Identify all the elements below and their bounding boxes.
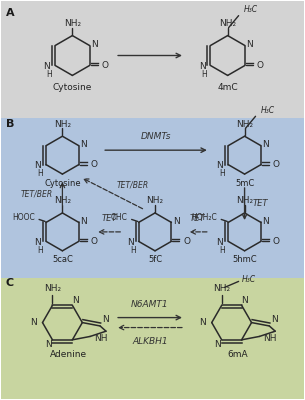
Text: ALKBH1: ALKBH1 bbox=[132, 336, 168, 346]
Bar bbox=[1, 118, 304, 278]
Text: HOOC: HOOC bbox=[12, 213, 35, 222]
Text: TET/BER: TET/BER bbox=[20, 190, 52, 198]
Text: TET: TET bbox=[102, 214, 117, 223]
Text: 5caC: 5caC bbox=[52, 255, 73, 264]
Text: TET: TET bbox=[253, 200, 268, 208]
Text: H: H bbox=[202, 70, 207, 79]
Text: Adenine: Adenine bbox=[50, 350, 87, 359]
Bar bbox=[1, 278, 304, 399]
Text: O: O bbox=[257, 61, 264, 70]
Text: H: H bbox=[46, 70, 52, 79]
Text: 5hmC: 5hmC bbox=[232, 255, 257, 264]
Text: Cytosine: Cytosine bbox=[44, 178, 81, 188]
Text: DNMTs: DNMTs bbox=[141, 132, 171, 141]
Text: N: N bbox=[45, 340, 52, 349]
Bar bbox=[1, 1, 304, 118]
Text: B: B bbox=[6, 119, 14, 129]
Text: NH₂: NH₂ bbox=[219, 19, 236, 28]
Text: H₃C: H₃C bbox=[260, 106, 274, 115]
Text: N: N bbox=[173, 217, 180, 226]
Text: NH₂: NH₂ bbox=[44, 284, 61, 293]
Text: H₃C: H₃C bbox=[242, 275, 256, 284]
Text: H: H bbox=[37, 169, 43, 178]
Text: NH₂: NH₂ bbox=[146, 196, 163, 206]
Text: N: N bbox=[81, 140, 87, 149]
Text: 4mC: 4mC bbox=[217, 83, 238, 92]
Text: N: N bbox=[263, 140, 269, 149]
Text: NH₂: NH₂ bbox=[54, 120, 71, 129]
Text: NH: NH bbox=[263, 334, 277, 343]
Text: NH₂: NH₂ bbox=[54, 196, 71, 206]
Text: N: N bbox=[241, 296, 248, 305]
Text: O: O bbox=[91, 160, 98, 169]
Text: O: O bbox=[91, 237, 98, 246]
Text: 6mA: 6mA bbox=[227, 350, 248, 359]
Text: N: N bbox=[199, 62, 206, 71]
Text: N: N bbox=[271, 316, 278, 324]
Text: NH₂: NH₂ bbox=[213, 284, 230, 293]
Text: N: N bbox=[217, 161, 223, 170]
Text: O: O bbox=[273, 160, 280, 169]
Text: N: N bbox=[34, 161, 41, 170]
Text: H₃C: H₃C bbox=[244, 5, 258, 14]
Text: N: N bbox=[91, 40, 98, 49]
Text: OHC: OHC bbox=[111, 213, 128, 222]
Text: NH₂: NH₂ bbox=[236, 196, 253, 206]
Text: NH₂: NH₂ bbox=[236, 120, 253, 129]
Text: O: O bbox=[102, 61, 109, 70]
Text: N: N bbox=[43, 62, 50, 71]
Text: TET/BER: TET/BER bbox=[117, 180, 149, 189]
Text: H: H bbox=[219, 246, 225, 255]
Text: TET: TET bbox=[190, 214, 206, 223]
Text: N: N bbox=[199, 318, 206, 327]
Text: N: N bbox=[127, 238, 134, 247]
Text: N: N bbox=[102, 316, 109, 324]
Text: NH: NH bbox=[94, 334, 108, 343]
Text: N: N bbox=[263, 217, 269, 226]
Text: 5fC: 5fC bbox=[148, 255, 162, 264]
Text: NH₂: NH₂ bbox=[64, 19, 81, 28]
Text: H: H bbox=[130, 246, 135, 255]
Text: N: N bbox=[72, 296, 79, 305]
Text: A: A bbox=[6, 8, 14, 18]
Text: N6AMT1: N6AMT1 bbox=[131, 300, 169, 309]
Text: 5mC: 5mC bbox=[235, 178, 254, 188]
Text: N: N bbox=[34, 238, 41, 247]
Text: N: N bbox=[30, 318, 37, 327]
Text: N: N bbox=[81, 217, 87, 226]
Text: HOH₂C: HOH₂C bbox=[192, 213, 217, 222]
Text: N: N bbox=[217, 238, 223, 247]
Text: N: N bbox=[246, 40, 253, 49]
Text: O: O bbox=[183, 237, 190, 246]
Text: H: H bbox=[219, 169, 225, 178]
Text: N: N bbox=[214, 340, 221, 349]
Text: Cytosine: Cytosine bbox=[53, 83, 92, 92]
Text: H: H bbox=[37, 246, 43, 255]
Text: O: O bbox=[273, 237, 280, 246]
Text: C: C bbox=[6, 278, 14, 288]
